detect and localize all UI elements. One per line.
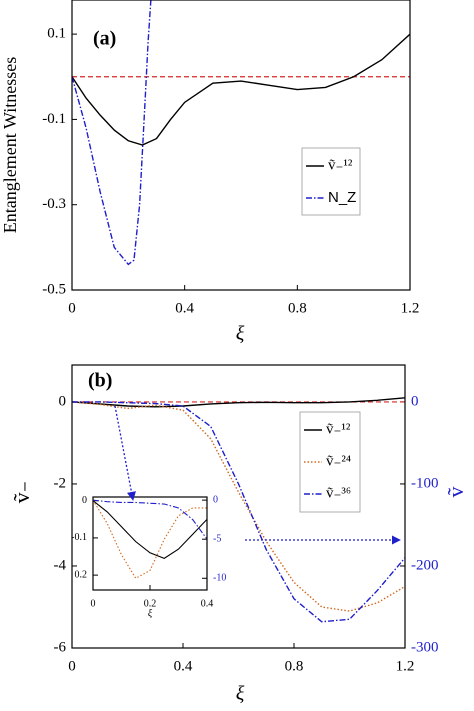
x-tick-label: 1.2 [401, 300, 420, 316]
x-tick-label: 0.8 [288, 300, 307, 316]
y-axis-label: Entanglement Witnesses [0, 57, 20, 233]
series-line [72, 0, 152, 266]
x-tick-label: 1.2 [396, 658, 415, 674]
legend-box [299, 411, 361, 513]
charts: 0 0.4 0.8 1.2 0.1 -0.1 -0.3 -0.5 ξ Entanglement W… [0, 0, 468, 705]
frame [71, 364, 406, 649]
y-tick-label: -4 [54, 557, 67, 573]
y2-tick-label: -300 [411, 639, 439, 655]
frame [71, 0, 411, 291]
series-line [93, 500, 207, 559]
y2-axis-label: ṽ [443, 487, 468, 498]
x-tick-label: 0.4 [175, 300, 194, 316]
y-tick-label: -0.1 [42, 111, 66, 127]
legend-label: ṽ₋³⁶ [326, 485, 351, 501]
series-line [72, 33, 410, 146]
x-axis-label: ξ [236, 323, 245, 345]
series-line [93, 499, 207, 580]
panel: 0 0.2 0.4 0 -0.1 0.2 0 -5 -10 ξ [71, 494, 226, 619]
panel: 0 0.4 0.8 1.2 0.1 -0.1 -0.3 -0.5 ξ Entanglement W… [0, 0, 419, 345]
panel-label: (a) [93, 28, 116, 50]
x-tick-label: 0.4 [201, 598, 214, 609]
y2-tick-label: -200 [411, 557, 439, 573]
y2-tick-label: -10 [213, 573, 226, 584]
plot-area [93, 497, 207, 590]
y2-tick-label: 0 [213, 494, 218, 505]
panel-label: (b) [88, 370, 112, 392]
x-tick-label: 0 [91, 598, 96, 609]
x-tick-label: 0 [68, 300, 76, 316]
x-tick-label: 0.8 [285, 658, 304, 674]
y-tick-label: 0.1 [47, 26, 66, 42]
y-tick-label: 0 [59, 393, 67, 409]
frame [92, 496, 208, 591]
legend-label: N_Z [328, 189, 356, 206]
y2-tick-label: 0 [411, 393, 419, 409]
y2-tick-label: -5 [213, 533, 221, 544]
x-axis-label: ξ [148, 608, 153, 619]
x-tick-label: 0.2 [144, 598, 157, 609]
y-tick-label: -0.1 [71, 532, 87, 543]
y-tick-label: 0 [82, 495, 87, 506]
plot-area [72, 0, 410, 290]
y-tick-label: -2 [54, 475, 67, 491]
y-tick-label: -0.5 [42, 281, 66, 297]
y-tick-label: 0.2 [75, 569, 88, 580]
y-tick-label: -6 [54, 639, 67, 655]
x-tick-label: 0 [68, 658, 76, 674]
legend-box [301, 147, 361, 216]
legend-label: ṽ₋¹² [328, 157, 353, 173]
y-tick-label: -0.3 [42, 196, 66, 212]
series-line [72, 401, 405, 623]
y2-tick-label: -100 [411, 475, 439, 491]
y-axis-label: ṽ₋ [9, 481, 34, 504]
x-axis-label: ξ [236, 683, 245, 705]
legend-label: ṽ₋²⁴ [326, 453, 351, 469]
x-tick-label: 0.4 [174, 658, 193, 674]
series-line [72, 397, 405, 408]
legend-label: ṽ₋¹² [326, 421, 351, 437]
